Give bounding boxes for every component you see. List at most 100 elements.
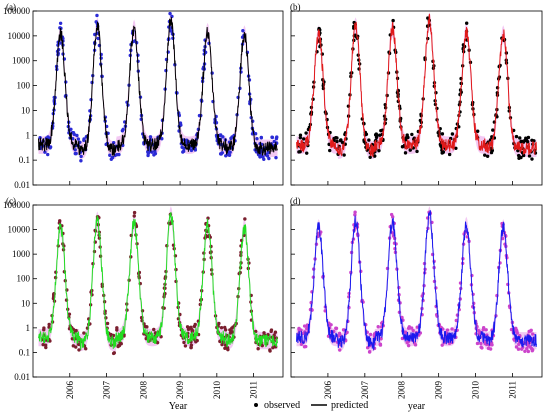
- observed-point: [406, 343, 411, 348]
- observed-point: [195, 338, 199, 343]
- observed-point: [44, 345, 48, 350]
- observed-point: [415, 149, 419, 154]
- observed-point: [191, 329, 195, 333]
- x-tick-label: 2011: [249, 381, 259, 399]
- observed-point: [518, 136, 522, 140]
- observed-point: [335, 139, 339, 144]
- observed-point: [527, 154, 532, 158]
- observed-point: [270, 135, 275, 140]
- observed-point: [376, 325, 380, 329]
- x-tick-label: 2007: [102, 381, 112, 400]
- observed-point: [193, 322, 197, 327]
- observed-point: [115, 328, 119, 332]
- legend-observed-marker: [254, 403, 258, 407]
- observed-point: [450, 327, 454, 331]
- observed-point: [266, 150, 270, 155]
- observed-point: [118, 341, 122, 345]
- y-tick-label: 100: [17, 274, 31, 284]
- observed-point: [472, 301, 476, 306]
- observed-point: [377, 148, 381, 153]
- observed-point: [527, 329, 531, 334]
- observed-point: [54, 270, 58, 274]
- y-tick-label: 100000: [3, 200, 31, 210]
- observed-point: [408, 148, 412, 152]
- observed-point: [423, 57, 427, 62]
- observed-point: [507, 109, 511, 113]
- observed-point: [334, 326, 338, 330]
- observed-point: [514, 134, 519, 139]
- observed-point: [335, 136, 339, 140]
- observed-point: [75, 133, 79, 138]
- observed-point: [374, 135, 379, 140]
- observed-point: [305, 151, 309, 155]
- y-tick-label: 1: [26, 323, 31, 333]
- observed-point: [77, 348, 81, 352]
- observed-point: [519, 140, 523, 144]
- y-tick-label: 100: [17, 81, 31, 91]
- observed-point: [155, 340, 160, 345]
- observed-point: [368, 155, 372, 159]
- observed-point: [79, 159, 83, 163]
- panel-2: 0.01 0.1 1 10 100 1000 10000 100000 2006 2007 2008…: [3, 196, 284, 412]
- y-tick-label: 0.01: [14, 372, 30, 382]
- observed-point: [189, 343, 194, 347]
- predicted-line: [296, 210, 537, 352]
- observed-point: [302, 345, 307, 349]
- observed-point: [440, 132, 445, 136]
- x-tick-label: 2006: [323, 381, 333, 400]
- observed-point: [517, 342, 521, 346]
- observed-point: [483, 153, 487, 157]
- observed-point: [410, 132, 414, 137]
- observed-point: [382, 114, 387, 118]
- observed-point: [79, 154, 83, 159]
- x-tick-label: 2006: [65, 381, 75, 400]
- observed-point: [439, 144, 443, 148]
- observed-point: [171, 36, 175, 40]
- observed-point: [391, 18, 395, 23]
- observed-point: [91, 262, 95, 266]
- observed-point: [185, 325, 190, 329]
- observed-point: [353, 213, 357, 217]
- observed-point: [524, 138, 529, 143]
- observed-point: [405, 133, 409, 137]
- observed-point: [377, 133, 382, 137]
- observed-point: [42, 328, 46, 332]
- panel-plot-area: [296, 12, 538, 161]
- predicted-line: [38, 212, 278, 351]
- observed-point: [340, 140, 345, 145]
- observed-point: [230, 330, 234, 334]
- observed-point: [274, 155, 278, 160]
- observed-point: [470, 273, 474, 278]
- observed-point: [164, 68, 168, 73]
- x-tick-label: 2008: [397, 381, 407, 400]
- observed-point: [342, 153, 346, 157]
- observed-point: [520, 345, 525, 350]
- observed-point: [302, 324, 307, 328]
- observed-point: [225, 346, 229, 350]
- observed-point: [378, 343, 383, 347]
- y-tick-label: 10000: [8, 31, 31, 41]
- uncertainty-band: [296, 206, 537, 352]
- observed-point: [332, 136, 336, 141]
- panel-label: (c): [6, 196, 16, 206]
- observed-point: [525, 346, 529, 351]
- panel-plot-area: [296, 206, 537, 354]
- observed-point: [479, 341, 483, 346]
- observed-point: [299, 342, 304, 346]
- y-tick-label: 10: [21, 105, 31, 115]
- observed-point: [262, 331, 266, 335]
- observed-point: [447, 152, 452, 157]
- observed-point: [298, 135, 303, 140]
- observed-point: [400, 315, 404, 320]
- observed-point: [220, 151, 224, 155]
- observed-point: [84, 347, 88, 351]
- y-tick-label: 1: [26, 130, 31, 140]
- observed-point: [379, 337, 383, 341]
- observed-point: [43, 150, 47, 154]
- panel-frame: [290, 10, 543, 186]
- observed-point: [166, 50, 170, 54]
- observed-point: [397, 310, 402, 314]
- observed-point: [108, 153, 112, 157]
- observed-point: [220, 342, 224, 347]
